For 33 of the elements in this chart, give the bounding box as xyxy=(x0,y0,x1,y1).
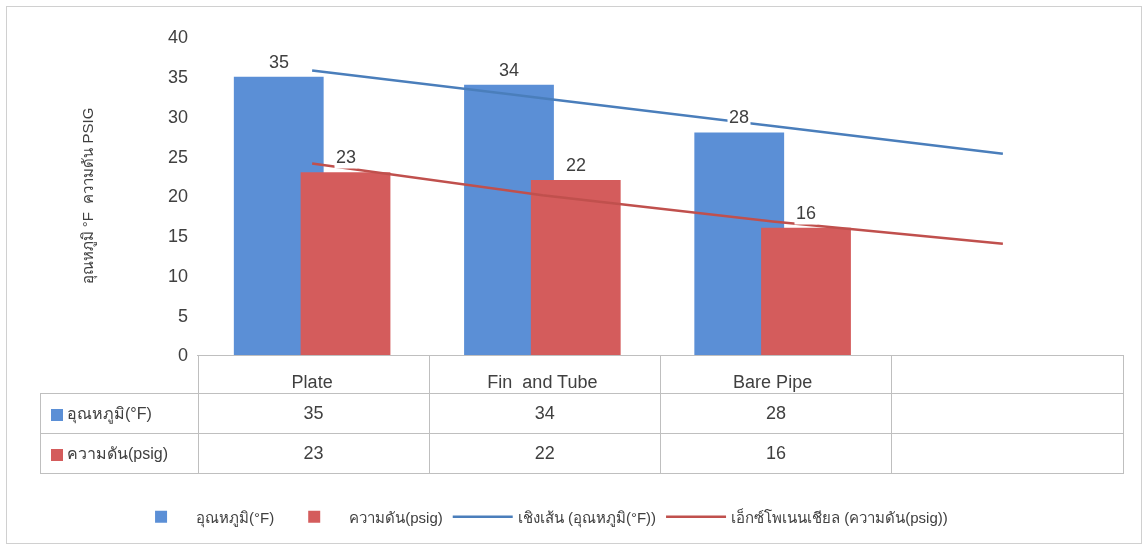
legend-label: ความดัน(psig) xyxy=(349,508,443,526)
y-tick-label: 10 xyxy=(167,265,188,286)
y-tick-label: 40 xyxy=(167,27,188,48)
text: 28 xyxy=(729,107,750,127)
data-label: 23 xyxy=(198,433,430,474)
x-tick-label: Fin and Tube xyxy=(487,371,598,392)
text: ความดัน(psig) xyxy=(67,445,169,462)
data-label: 16 xyxy=(660,433,892,474)
data-label: 28 xyxy=(660,393,892,434)
bar xyxy=(761,227,851,355)
legend-label: อุณหภูมิ(°F) xyxy=(40,393,198,434)
x-tick-label: Bare Pipe xyxy=(733,371,813,392)
data-label: 22 xyxy=(429,433,661,474)
text: 35 xyxy=(269,52,290,72)
y-tick-label: 0 xyxy=(177,345,188,366)
y-axis-title: อุณหภูมิ °F ความดัน PSIG xyxy=(79,107,99,285)
y-tick-label: 35 xyxy=(167,67,188,88)
y-tick-label: 30 xyxy=(167,106,188,127)
legend-label: เอ็กซ์โพเนนเชียล (ความดัน(psig)) xyxy=(731,507,948,526)
text: อุณหภูมิ(°F) xyxy=(196,508,275,526)
data-label: 34 xyxy=(429,393,661,434)
y-tick-label: 20 xyxy=(167,186,188,207)
x-tick-label: Plate xyxy=(291,371,333,392)
legend-label: เชิงเส้น (อุณหภูมิ(°F)) xyxy=(517,508,657,528)
y-tick-label: 15 xyxy=(167,226,188,247)
bar xyxy=(300,172,391,355)
text: 34 xyxy=(499,60,520,80)
bar xyxy=(530,180,621,355)
y-tick-label: 25 xyxy=(167,146,188,167)
text: 23 xyxy=(336,147,357,167)
text: 16 xyxy=(796,203,817,223)
text: 22 xyxy=(566,155,587,175)
y-tick-label: 5 xyxy=(177,305,188,326)
